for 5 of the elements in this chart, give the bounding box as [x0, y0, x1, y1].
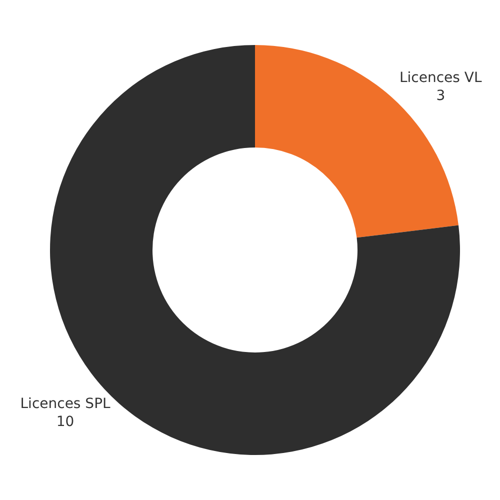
donut-slice — [255, 45, 459, 238]
slice-label: Licences VL — [399, 70, 482, 86]
slice-label: Licences SPL — [20, 396, 111, 412]
data-label: 3 — [436, 88, 446, 104]
data-label: 10 — [56, 414, 74, 430]
